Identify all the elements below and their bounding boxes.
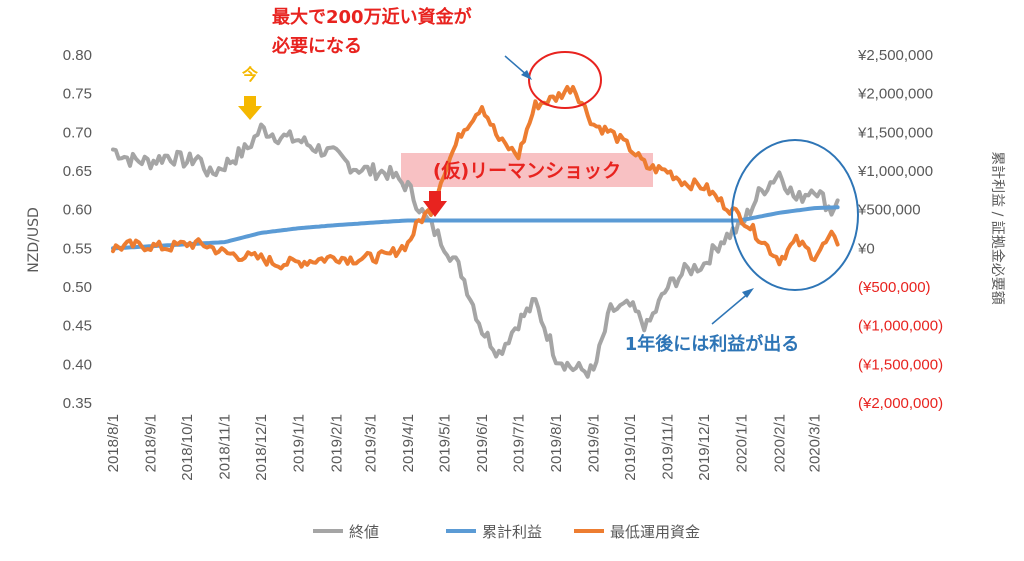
x-tick-label: 2018/9/1 <box>143 414 160 472</box>
x-tick-label: 2019/9/1 <box>586 414 603 472</box>
right-axis-title: 累計利益 / 証拠金必要額 <box>989 151 1005 305</box>
left-tick-label: 0.60 <box>63 202 92 219</box>
recovery-highlight-ellipse <box>731 139 859 291</box>
series-layer <box>111 85 840 379</box>
left-tick-label: 0.50 <box>63 279 92 296</box>
profit-arrow <box>711 288 754 325</box>
x-tick-label: 2019/1/1 <box>291 414 308 472</box>
x-tick-label: 2020/2/1 <box>771 414 788 472</box>
right-tick-label: (¥2,000,000) <box>858 395 943 412</box>
annotation-lehman: (仮)リーマンショック <box>433 159 621 182</box>
left-tick-label: 0.70 <box>63 124 92 141</box>
left-tick-label: 0.40 <box>63 356 92 373</box>
x-tick-label: 2019/12/1 <box>696 414 713 481</box>
x-tick-label: 2020/1/1 <box>734 414 751 472</box>
right-tick-label: ¥2,000,000 <box>857 86 933 103</box>
x-tick-label: 2018/11/1 <box>217 414 234 480</box>
right-tick-label: ¥500,000 <box>857 202 921 219</box>
x-axis-ticks: 2018/8/1 2018/9/1 2018/10/1 2018/11/1 2018/1… <box>105 414 824 481</box>
x-tick-label: 2019/5/1 <box>436 414 453 472</box>
x-tick-label: 2019/11/1 <box>660 414 677 480</box>
left-tick-label: 0.65 <box>63 163 92 180</box>
annotation-max-funds-line1: 最大で200万近い資金が <box>272 6 472 28</box>
shock-arrow-icon <box>423 191 447 217</box>
x-tick-label: 2019/4/1 <box>400 414 417 472</box>
legend-label-3: 最低運用資金 <box>610 523 700 541</box>
right-tick-label: (¥500,000) <box>858 279 931 296</box>
right-axis-ticks: (¥2,000,000) (¥1,500,000) (¥1,000,000) (¥50… <box>857 47 943 412</box>
legend-label-1: 終値 <box>349 523 379 541</box>
left-axis-ticks: 0.35 0.40 0.45 0.50 0.55 0.60 0.65 0.70 0.75 0.80 <box>63 47 92 412</box>
annotation-profit: 1年後には利益が出る <box>625 333 800 355</box>
now-arrow-icon <box>238 96 262 120</box>
right-tick-label: ¥1,000,000 <box>857 163 933 180</box>
right-tick-label: (¥1,500,000) <box>858 356 943 373</box>
right-tick-label: ¥0 <box>857 240 875 257</box>
x-tick-label: 2018/12/1 <box>253 414 270 481</box>
x-tick-label: 2018/10/1 <box>179 414 196 481</box>
x-tick-label: 2019/8/1 <box>548 414 565 472</box>
right-tick-label: (¥1,000,000) <box>858 318 943 335</box>
x-tick-label: 2020/3/1 <box>807 414 824 472</box>
x-tick-label: 2019/3/1 <box>362 414 379 472</box>
left-tick-label: 0.80 <box>63 47 92 64</box>
legend-label-2: 累計利益 <box>482 523 542 541</box>
left-tick-label: 0.75 <box>63 86 92 103</box>
x-tick-label: 2019/2/1 <box>328 414 345 472</box>
cumulative-profit-line <box>111 205 840 251</box>
right-tick-label: ¥2,500,000 <box>857 47 933 64</box>
right-tick-label: ¥1,500,000 <box>857 124 933 141</box>
left-axis-title: NZD/USD <box>26 207 42 272</box>
x-tick-label: 2018/8/1 <box>105 414 122 472</box>
min-operating-funds-line <box>111 85 840 271</box>
left-tick-label: 0.45 <box>63 318 92 335</box>
left-tick-label: 0.55 <box>63 240 92 257</box>
legend: 終値 累計利益 最低運用資金 <box>313 523 700 541</box>
left-tick-label: 0.35 <box>63 395 92 412</box>
annotation-max-funds: 最大で200万近い資金が 必要になる <box>271 6 478 57</box>
close-price-line <box>111 122 840 379</box>
annotation-now: 今 <box>241 65 258 84</box>
x-tick-label: 2019/6/1 <box>474 414 491 472</box>
x-tick-label: 2019/7/1 <box>510 414 527 472</box>
annotation-max-funds-line2: 必要になる <box>271 35 362 57</box>
max-funds-arrow <box>504 55 532 80</box>
x-tick-label: 2019/10/1 <box>622 414 639 481</box>
peak-highlight-circle <box>528 51 602 109</box>
